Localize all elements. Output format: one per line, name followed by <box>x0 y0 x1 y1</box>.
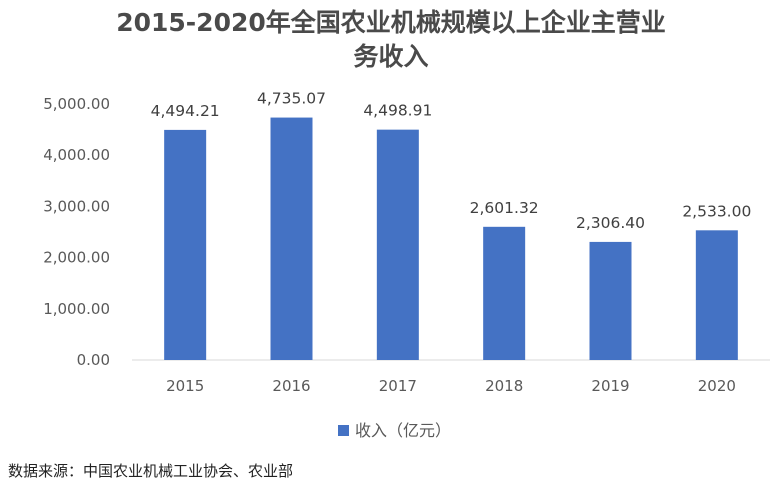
source-note: 数据来源：中国农业机械工业协会、农业部 <box>8 462 294 480</box>
x-tick-label: 2015 <box>166 377 204 395</box>
y-axis: 0.00 1,000.00 2,000.00 3,000.00 4,000.00 5,00… <box>43 95 110 369</box>
data-label: 4,494.21 <box>151 102 220 120</box>
data-label: 4,735.07 <box>257 90 326 108</box>
legend-label: 收入（亿元） <box>355 421 451 440</box>
legend: 收入（亿元） <box>338 421 451 440</box>
x-tick-label: 2019 <box>591 377 629 395</box>
data-label: 2,533.00 <box>682 202 751 220</box>
data-labels: 4,494.21 4,735.07 4,498.91 2,601.32 2,306.40… <box>151 90 752 232</box>
x-tick-label: 2018 <box>485 377 523 395</box>
y-tick-label: 4,000.00 <box>43 146 110 164</box>
x-tick-label: 2017 <box>379 377 417 395</box>
bar <box>376 129 419 360</box>
chart-title-line-2: 务收入 <box>353 42 429 71</box>
chart-title: 2015-2020年全国农业机械规模以上企业主营业 务收入 <box>0 6 782 74</box>
y-tick-label: 1,000.00 <box>43 300 110 318</box>
legend-swatch <box>338 425 349 436</box>
chart-title-line-1: 2015-2020年全国农业机械规模以上企业主营业 <box>116 8 666 37</box>
bar <box>270 117 313 360</box>
y-tick-label: 0.00 <box>77 351 110 369</box>
data-label: 2,306.40 <box>576 214 645 232</box>
bar <box>589 241 632 360</box>
bar <box>483 226 526 360</box>
bar <box>164 129 207 360</box>
bar-series <box>164 117 738 360</box>
data-label: 4,498.91 <box>363 102 432 120</box>
bar <box>695 230 738 360</box>
x-tick-label: 2020 <box>698 377 736 395</box>
y-tick-label: 2,000.00 <box>43 249 110 267</box>
y-tick-label: 5,000.00 <box>43 95 110 113</box>
x-tick-label: 2016 <box>272 377 310 395</box>
y-tick-label: 3,000.00 <box>43 197 110 215</box>
data-label: 2,601.32 <box>470 199 539 217</box>
x-axis: 2015 2016 2017 2018 2019 2020 <box>132 359 770 395</box>
